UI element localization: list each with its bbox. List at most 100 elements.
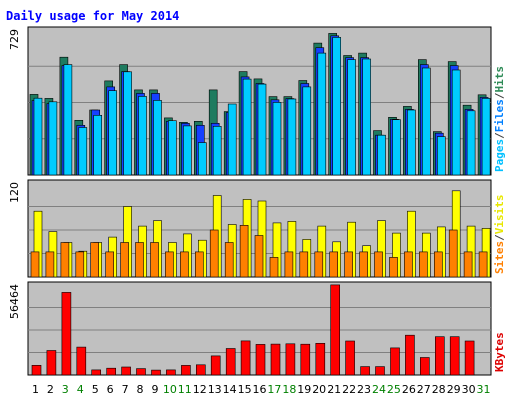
x-tick-label: 20 xyxy=(312,383,326,396)
hits-pages-bar xyxy=(212,126,222,176)
hits-pages-bar xyxy=(153,100,162,176)
visits-legend: Sites/Visits xyxy=(493,195,506,275)
visits-sites-bar xyxy=(120,242,129,278)
legend-item: Hits xyxy=(493,66,506,93)
x-tick-label: 21 xyxy=(327,383,341,396)
kbytes-kbytes-bar xyxy=(136,368,146,376)
hits-pages-bar xyxy=(48,101,58,176)
x-tick-label: 24 xyxy=(372,383,386,396)
hits-pages-bar xyxy=(78,127,88,176)
kbytes-kbytes-bar xyxy=(449,336,460,376)
kbytes-kbytes-bar xyxy=(76,346,87,376)
hits-pages-bar xyxy=(466,110,476,176)
hits-pages-bar xyxy=(451,69,461,176)
visits-sites-bar xyxy=(418,251,428,278)
x-tick-label: 19 xyxy=(297,383,311,396)
visits-sites-bar xyxy=(478,251,488,278)
x-tick-label: 31 xyxy=(477,383,491,396)
visits-sites-bar xyxy=(75,251,85,278)
kbytes-kbytes-bar xyxy=(46,350,57,376)
hits-pages-bar xyxy=(198,142,207,176)
hits-ymax-label: 729 xyxy=(8,29,21,50)
x-tick-label: 30 xyxy=(462,383,476,396)
kbytes-kbytes-bar xyxy=(151,369,161,376)
hits-pages-bar xyxy=(93,115,102,176)
hits-pages-bar xyxy=(63,64,73,176)
x-tick-label: 12 xyxy=(193,383,207,396)
x-tick-label: 23 xyxy=(357,383,371,396)
legend-item: / xyxy=(493,92,506,99)
hits-pages-bar xyxy=(287,98,297,176)
hits-pages-bar xyxy=(33,97,43,176)
hits-pages-bar xyxy=(227,103,237,176)
kbytes-kbytes-bar xyxy=(464,340,475,376)
kbytes-kbytes-bar xyxy=(330,284,341,376)
visits-sites-bar xyxy=(314,251,324,278)
kbytes-kbytes-bar xyxy=(121,366,131,376)
visits-sites-bar xyxy=(448,229,458,278)
visits-sites-bar xyxy=(224,242,234,278)
hits-pages-bar xyxy=(332,37,342,176)
x-tick-label: 8 xyxy=(137,383,144,396)
hits-pages-bar xyxy=(272,102,282,176)
panel-kbytes: 56464 KBytes xyxy=(8,281,506,376)
x-tick-label: 9 xyxy=(152,383,159,396)
x-tick-label: 26 xyxy=(402,383,416,396)
hits-pages-bar xyxy=(377,134,386,176)
kbytes-kbytes-bar xyxy=(360,366,370,376)
x-tick-label: 13 xyxy=(208,383,222,396)
x-tick-label: 17 xyxy=(267,383,281,396)
x-tick-label: 14 xyxy=(223,383,237,396)
visits-sites-bar xyxy=(239,225,249,278)
legend-item: Sites xyxy=(493,241,506,274)
kbytes-kbytes-bar xyxy=(405,334,415,376)
hits-pages-bar xyxy=(168,120,177,176)
hits-pages-bar xyxy=(436,136,446,176)
hits-pages-bar xyxy=(108,90,117,176)
visits-sites-bar xyxy=(135,242,144,278)
x-tick-label: 7 xyxy=(122,383,129,396)
kbytes-kbytes-bar xyxy=(166,369,176,376)
visits-sites-bar xyxy=(329,251,339,278)
hits-pages-bar xyxy=(317,52,327,176)
kbytes-kbytes-bar xyxy=(419,357,430,376)
hits-pages-bar xyxy=(183,125,192,176)
visits-sites-bar xyxy=(254,235,264,278)
chart-panels: 729Pages/Files/Hits120Sites/Visits56464K… xyxy=(8,26,506,376)
x-tick-label: 3 xyxy=(62,383,69,396)
hits-pages-bar xyxy=(123,71,132,176)
x-tick-label: 2 xyxy=(47,383,54,396)
hits-pages-bar xyxy=(362,58,371,176)
visits-sites-bar xyxy=(45,251,55,278)
kbytes-kbytes-bar xyxy=(434,336,445,376)
legend-item: / xyxy=(493,132,506,139)
hits-pages-bar xyxy=(257,83,267,176)
visits-sites-bar xyxy=(359,251,368,278)
visits-sites-bar xyxy=(60,242,70,278)
kbytes-kbytes-bar xyxy=(31,364,42,376)
panel-visits: 120 Sites/Visits xyxy=(8,179,506,278)
hits-pages-bar xyxy=(481,98,491,176)
legend-item: Pages xyxy=(493,139,506,172)
visits-sites-bar xyxy=(299,251,309,278)
x-tick-label: 11 xyxy=(178,383,192,396)
visits-sites-bar xyxy=(195,251,204,278)
legend-item: Visits xyxy=(493,195,506,235)
visits-sites-bar xyxy=(180,251,189,278)
hits-pages-bar xyxy=(421,67,431,176)
visits-sites-bar xyxy=(404,251,413,278)
legend-item: Files xyxy=(493,99,506,132)
visits-sites-bar xyxy=(433,251,443,278)
visits-sites-bar xyxy=(284,251,294,278)
kbytes-kbytes-bar xyxy=(61,292,72,376)
kbytes-kbytes-bar xyxy=(270,343,281,376)
kbytes-kbytes-bar xyxy=(196,364,206,376)
visits-ymax-label: 120 xyxy=(8,182,21,203)
x-tick-label: 5 xyxy=(92,383,99,396)
kbytes-kbytes-bar xyxy=(91,369,101,376)
kbytes-kbytes-bar xyxy=(285,343,296,376)
kbytes-kbytes-bar xyxy=(375,366,385,376)
hits-legend: Pages/Files/Hits xyxy=(493,66,506,172)
x-tick-label: 25 xyxy=(387,383,401,396)
